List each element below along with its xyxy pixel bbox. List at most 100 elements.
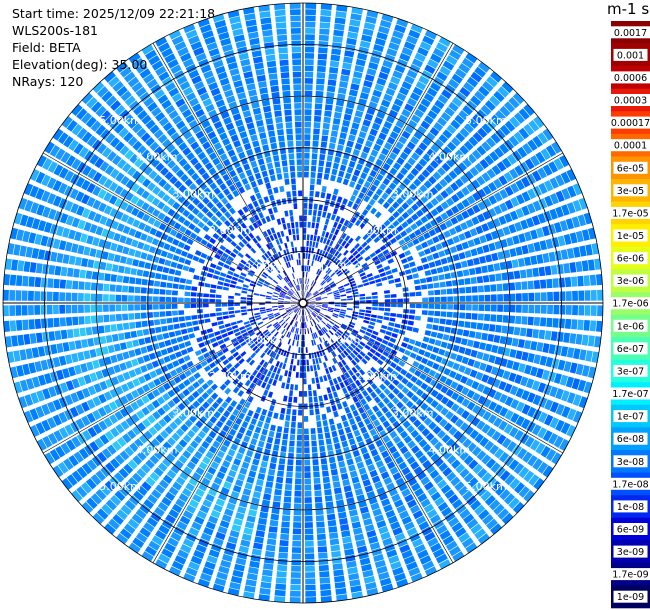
ray-gate [366, 273, 373, 278]
ray-gate [260, 460, 268, 468]
ray-gate [461, 241, 469, 250]
ray-gate [494, 240, 502, 250]
ray-gate [213, 455, 223, 464]
ray-gate [311, 333, 315, 340]
ray-gate [486, 168, 496, 179]
ray-gate [130, 183, 140, 193]
ray-gate [266, 308, 272, 311]
ray-gate [188, 527, 200, 537]
ray-gate [81, 179, 91, 191]
ray-gate [290, 222, 295, 229]
ray-gate [432, 275, 439, 282]
ray-gate [186, 429, 196, 439]
ray-gate [304, 522, 313, 528]
ray-gate [145, 459, 155, 469]
ray-gate [303, 265, 305, 272]
ray-gate [171, 304, 178, 309]
ray-gate [314, 229, 319, 236]
ray-gate [339, 311, 346, 314]
ray-gate [474, 528, 487, 540]
ray-gate [472, 192, 481, 202]
ray-gate [282, 223, 287, 230]
ray-gate [326, 278, 332, 283]
ray-gate [177, 205, 186, 214]
ray-gate [21, 305, 28, 316]
ray-gate [370, 366, 377, 374]
ray-gate [188, 477, 199, 487]
ray-gate [391, 103, 401, 113]
ray-gate [236, 319, 243, 324]
ray-gate [342, 387, 348, 395]
ray-gate [71, 353, 79, 363]
ray-gate [508, 224, 517, 234]
ray-gate [303, 221, 307, 228]
ray-gate [235, 557, 247, 566]
ray-gate [287, 338, 291, 345]
ray-gate [139, 91, 151, 103]
ray-gate [131, 239, 139, 248]
ray-gate [221, 83, 232, 92]
ray-gate [406, 561, 418, 571]
ray-gate [427, 486, 438, 496]
ray-gate [322, 305, 328, 307]
ray-gate [491, 344, 499, 354]
ray-gate [304, 71, 314, 78]
ray-gate [382, 370, 390, 378]
ray-gate [244, 401, 251, 409]
ray-gate [330, 424, 336, 432]
ray-gate [278, 341, 283, 348]
ray-gate [450, 119, 461, 130]
ray-gate [242, 284, 249, 288]
ray-gate [175, 248, 183, 255]
ray-gate [85, 270, 93, 280]
ray-gate [415, 379, 423, 387]
ray-gate [541, 225, 550, 237]
ray-gate [418, 521, 430, 531]
ray-gate [95, 370, 104, 380]
colorbar-label: 6e-05 [617, 163, 644, 174]
ray-gate [158, 150, 168, 161]
ray-gate [401, 396, 410, 404]
ray-gate [409, 92, 421, 102]
ray-gate [157, 385, 166, 394]
colorbar-label: 6e-07 [617, 344, 644, 355]
ray-gate [124, 499, 136, 511]
ray-gate [496, 314, 503, 323]
ray-gate [347, 503, 357, 511]
ray-gate [359, 249, 366, 255]
ray-gate [297, 422, 303, 428]
ray-gate [139, 503, 151, 515]
ray-gate [179, 125, 189, 135]
ray-gate [392, 396, 400, 405]
ray-gate [356, 461, 365, 469]
ray-gate [52, 238, 61, 249]
ray-gate [296, 285, 299, 291]
ray-gate [343, 113, 352, 121]
ray-gate [548, 344, 556, 355]
ray-gate [160, 167, 169, 177]
ray-gate [519, 161, 530, 173]
ray-gate [151, 106, 162, 117]
ray-gate [168, 331, 176, 338]
ray-gate [266, 324, 272, 329]
ray-gate [238, 172, 246, 180]
ray-gate [415, 199, 424, 208]
ray-gate [401, 211, 410, 220]
ray-gate [237, 209, 245, 217]
ray-gate [471, 216, 480, 226]
ray-gate [437, 167, 446, 177]
ray-gate [391, 298, 397, 303]
ray-gate [299, 278, 301, 284]
colorbar-label: 3e-09 [617, 547, 644, 558]
ray-gate [201, 215, 209, 224]
ray-gate [465, 312, 472, 320]
ray-gate [76, 127, 88, 140]
ray-gate [59, 317, 67, 327]
colorbar-label: 3e-06 [617, 276, 644, 287]
ray-gate [288, 332, 292, 338]
ray-gate [430, 542, 442, 553]
ray-gate [480, 490, 492, 502]
ray-gate [61, 477, 73, 490]
ray-gate [289, 364, 293, 371]
ray-gate [275, 267, 281, 274]
